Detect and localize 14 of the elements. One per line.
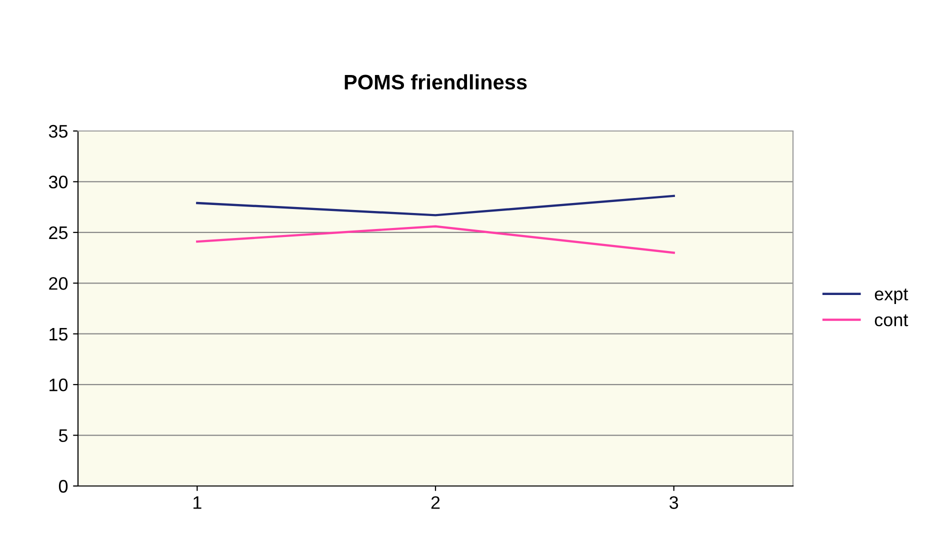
legend-label: cont	[874, 314, 908, 326]
y-tick-label: 15	[50, 328, 68, 341]
y-tick-label: 30	[48, 176, 68, 188]
y-tick-label: 5	[58, 429, 68, 442]
chart-title: POMS friendliness	[344, 74, 527, 90]
x-tick-label: 3	[670, 496, 678, 509]
legend-label: expt	[874, 288, 908, 304]
y-tick-label: 35	[48, 124, 68, 138]
x-tick-label: 2	[431, 496, 440, 509]
y-tick-label: 25	[49, 226, 68, 240]
y-tick-label: 10	[50, 378, 68, 392]
y-tick-label: 20	[49, 277, 68, 290]
x-tick-label: 1	[194, 496, 202, 509]
y-tick-label: 0	[58, 480, 68, 493]
